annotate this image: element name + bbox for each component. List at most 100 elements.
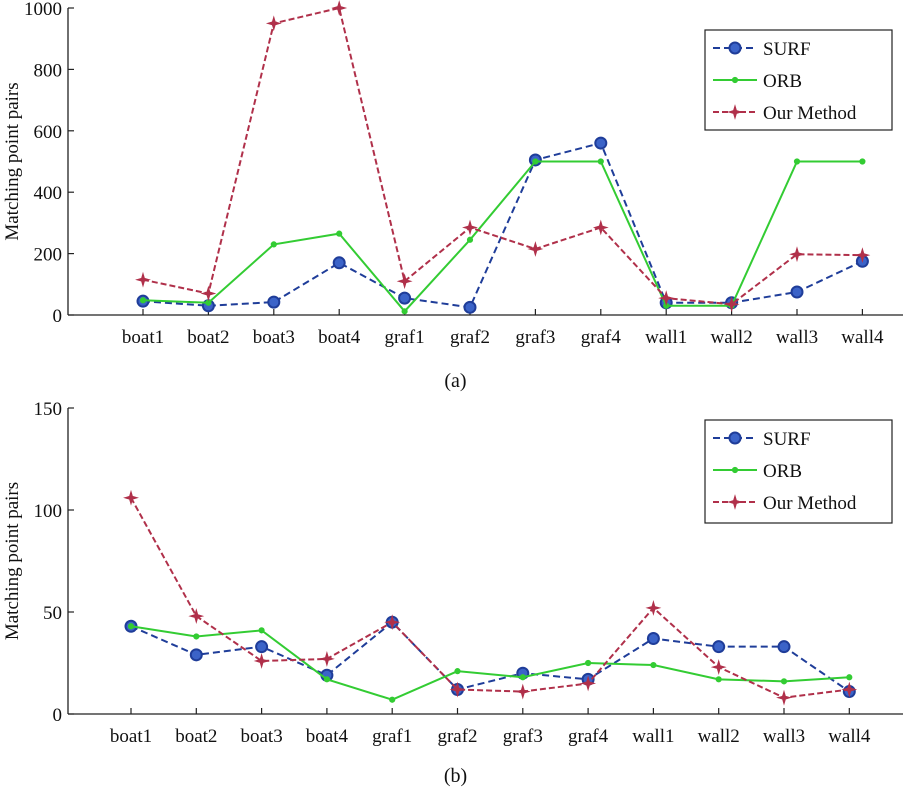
y-tick-label: 400 [34, 183, 63, 204]
data-point-our-method-wall1 [645, 599, 662, 616]
data-point-orb-graf1 [401, 308, 408, 315]
data-point-our-method-boat3 [253, 653, 270, 669]
data-point-orb-graf3 [519, 674, 526, 681]
x-tick-label-graf1: graf1 [385, 327, 425, 348]
y-tick-label: 0 [53, 306, 63, 327]
x-tick-label-wall3: wall3 [776, 327, 818, 348]
data-point-our-method-wall4 [854, 247, 871, 264]
data-point-our-method-boat4 [331, 0, 348, 16]
x-tick-label-boat1: boat1 [110, 726, 152, 747]
legend: SURF ORB Our Method [704, 419, 893, 524]
data-point-surf-wall3 [777, 640, 791, 654]
data-point-orb-boat3 [270, 241, 277, 248]
data-point-surf-graf4 [594, 136, 608, 150]
data-point-our-method-wall3 [789, 246, 805, 263]
legend: SURF ORB Our Method [704, 29, 893, 131]
y-tick-label: 200 [34, 245, 63, 266]
data-point-surf-graf2 [463, 300, 477, 314]
data-point-our-method-boat3 [265, 15, 282, 32]
x-tick-label-graf3: graf3 [503, 726, 543, 747]
series-surf [124, 615, 856, 699]
data-point-orb-wall1 [650, 661, 657, 669]
data-point-orb-graf1 [389, 696, 396, 703]
y-tick-label: 1000 [24, 0, 62, 20]
data-point-our-method-wall2 [723, 296, 740, 313]
x-tick-label-boat4: boat4 [318, 327, 361, 348]
data-point-our-method-graf2 [462, 219, 478, 236]
series-line-orb [142, 160, 863, 313]
x-tick-label-wall4: wall4 [828, 726, 871, 747]
data-point-our-method-graf1 [384, 614, 401, 631]
data-point-surf-boat2 [189, 648, 203, 662]
x-tick-label-wall2: wall2 [698, 726, 740, 747]
caption: (a) [444, 370, 466, 392]
data-point-our-method-wall4 [841, 681, 858, 698]
x-tick-label-graf2: graf2 [450, 327, 490, 348]
y-tick-label: 600 [34, 122, 63, 143]
data-point-orb-boat1 [139, 297, 147, 304]
data-point-our-method-boat1 [123, 489, 139, 506]
x-tick-label-graf2: graf2 [437, 726, 477, 747]
x-tick-label-boat2: boat2 [175, 726, 217, 747]
x-tick-label-boat3: boat3 [253, 327, 295, 348]
data-point-our-method-boat1 [135, 271, 151, 288]
series-line-our-method [130, 497, 850, 699]
data-point-our-method-wall1 [658, 290, 675, 307]
legend-label: ORB [763, 71, 802, 92]
x-tick-label-wall1: wall1 [632, 726, 674, 747]
data-point-our-method-boat2 [200, 285, 217, 302]
data-point-surf-graf1 [398, 291, 412, 305]
data-point-our-method-graf4 [580, 675, 597, 692]
legend-item-our-method: Our Method [713, 493, 857, 514]
legend-marker [728, 41, 742, 55]
data-point-orb-boat4 [336, 230, 343, 237]
data-point-orb-boat3 [258, 627, 265, 634]
series-line-orb [130, 625, 850, 701]
legend-marker [728, 431, 742, 445]
y-tick-label: 0 [53, 705, 63, 726]
x-tick-label-graf1: graf1 [372, 726, 412, 747]
data-point-surf-wall3 [790, 285, 804, 299]
data-point-our-method-graf3 [514, 683, 531, 700]
series-line-surf [130, 620, 850, 693]
data-point-orb-wall4 [846, 674, 853, 681]
x-tick-label-boat1: boat1 [122, 327, 164, 348]
y-tick-label: 800 [34, 60, 63, 81]
data-point-orb-graf3 [532, 158, 539, 165]
data-point-surf-wall1 [646, 632, 660, 646]
data-point-our-method-boat4 [318, 650, 335, 667]
legend-label: SURF [763, 39, 811, 60]
legend-item-our-method: Our Method [713, 103, 857, 124]
y-tick-label: 50 [43, 603, 62, 624]
data-point-surf-boat4 [332, 256, 346, 270]
series-surf [136, 136, 869, 314]
data-point-orb-wall4 [859, 158, 866, 165]
series-line-our-method [142, 6, 863, 306]
data-point-orb-boat4 [323, 676, 330, 683]
x-tick-label-boat4: boat4 [306, 726, 349, 747]
data-point-orb-graf2 [454, 668, 461, 675]
x-tick-label-graf4: graf4 [581, 327, 622, 348]
x-tick-label-wall1: wall1 [645, 327, 687, 348]
legend-marker [731, 466, 739, 474]
legend-item-orb: ORB [713, 461, 802, 482]
series-orb [139, 158, 866, 315]
legend-label: ORB [763, 461, 802, 482]
series-our-method [135, 0, 871, 313]
legend-marker [731, 76, 739, 84]
data-point-orb-wall2 [715, 676, 722, 683]
data-point-surf-boat3 [255, 640, 269, 654]
data-point-our-method-graf3 [527, 241, 544, 257]
y-axis-title: Matching point pairs [2, 482, 23, 640]
legend-label: Our Method [763, 493, 857, 514]
series-orb [127, 623, 853, 703]
x-tick-label-boat2: boat2 [187, 327, 229, 348]
legend-marker [727, 104, 743, 120]
data-point-surf-wall2 [712, 640, 726, 654]
x-tick-label-graf4: graf4 [568, 726, 609, 747]
caption: (b) [444, 765, 467, 787]
legend-marker [727, 494, 743, 510]
data-point-our-method-graf1 [396, 273, 413, 290]
data-point-our-method-graf2 [449, 681, 466, 698]
